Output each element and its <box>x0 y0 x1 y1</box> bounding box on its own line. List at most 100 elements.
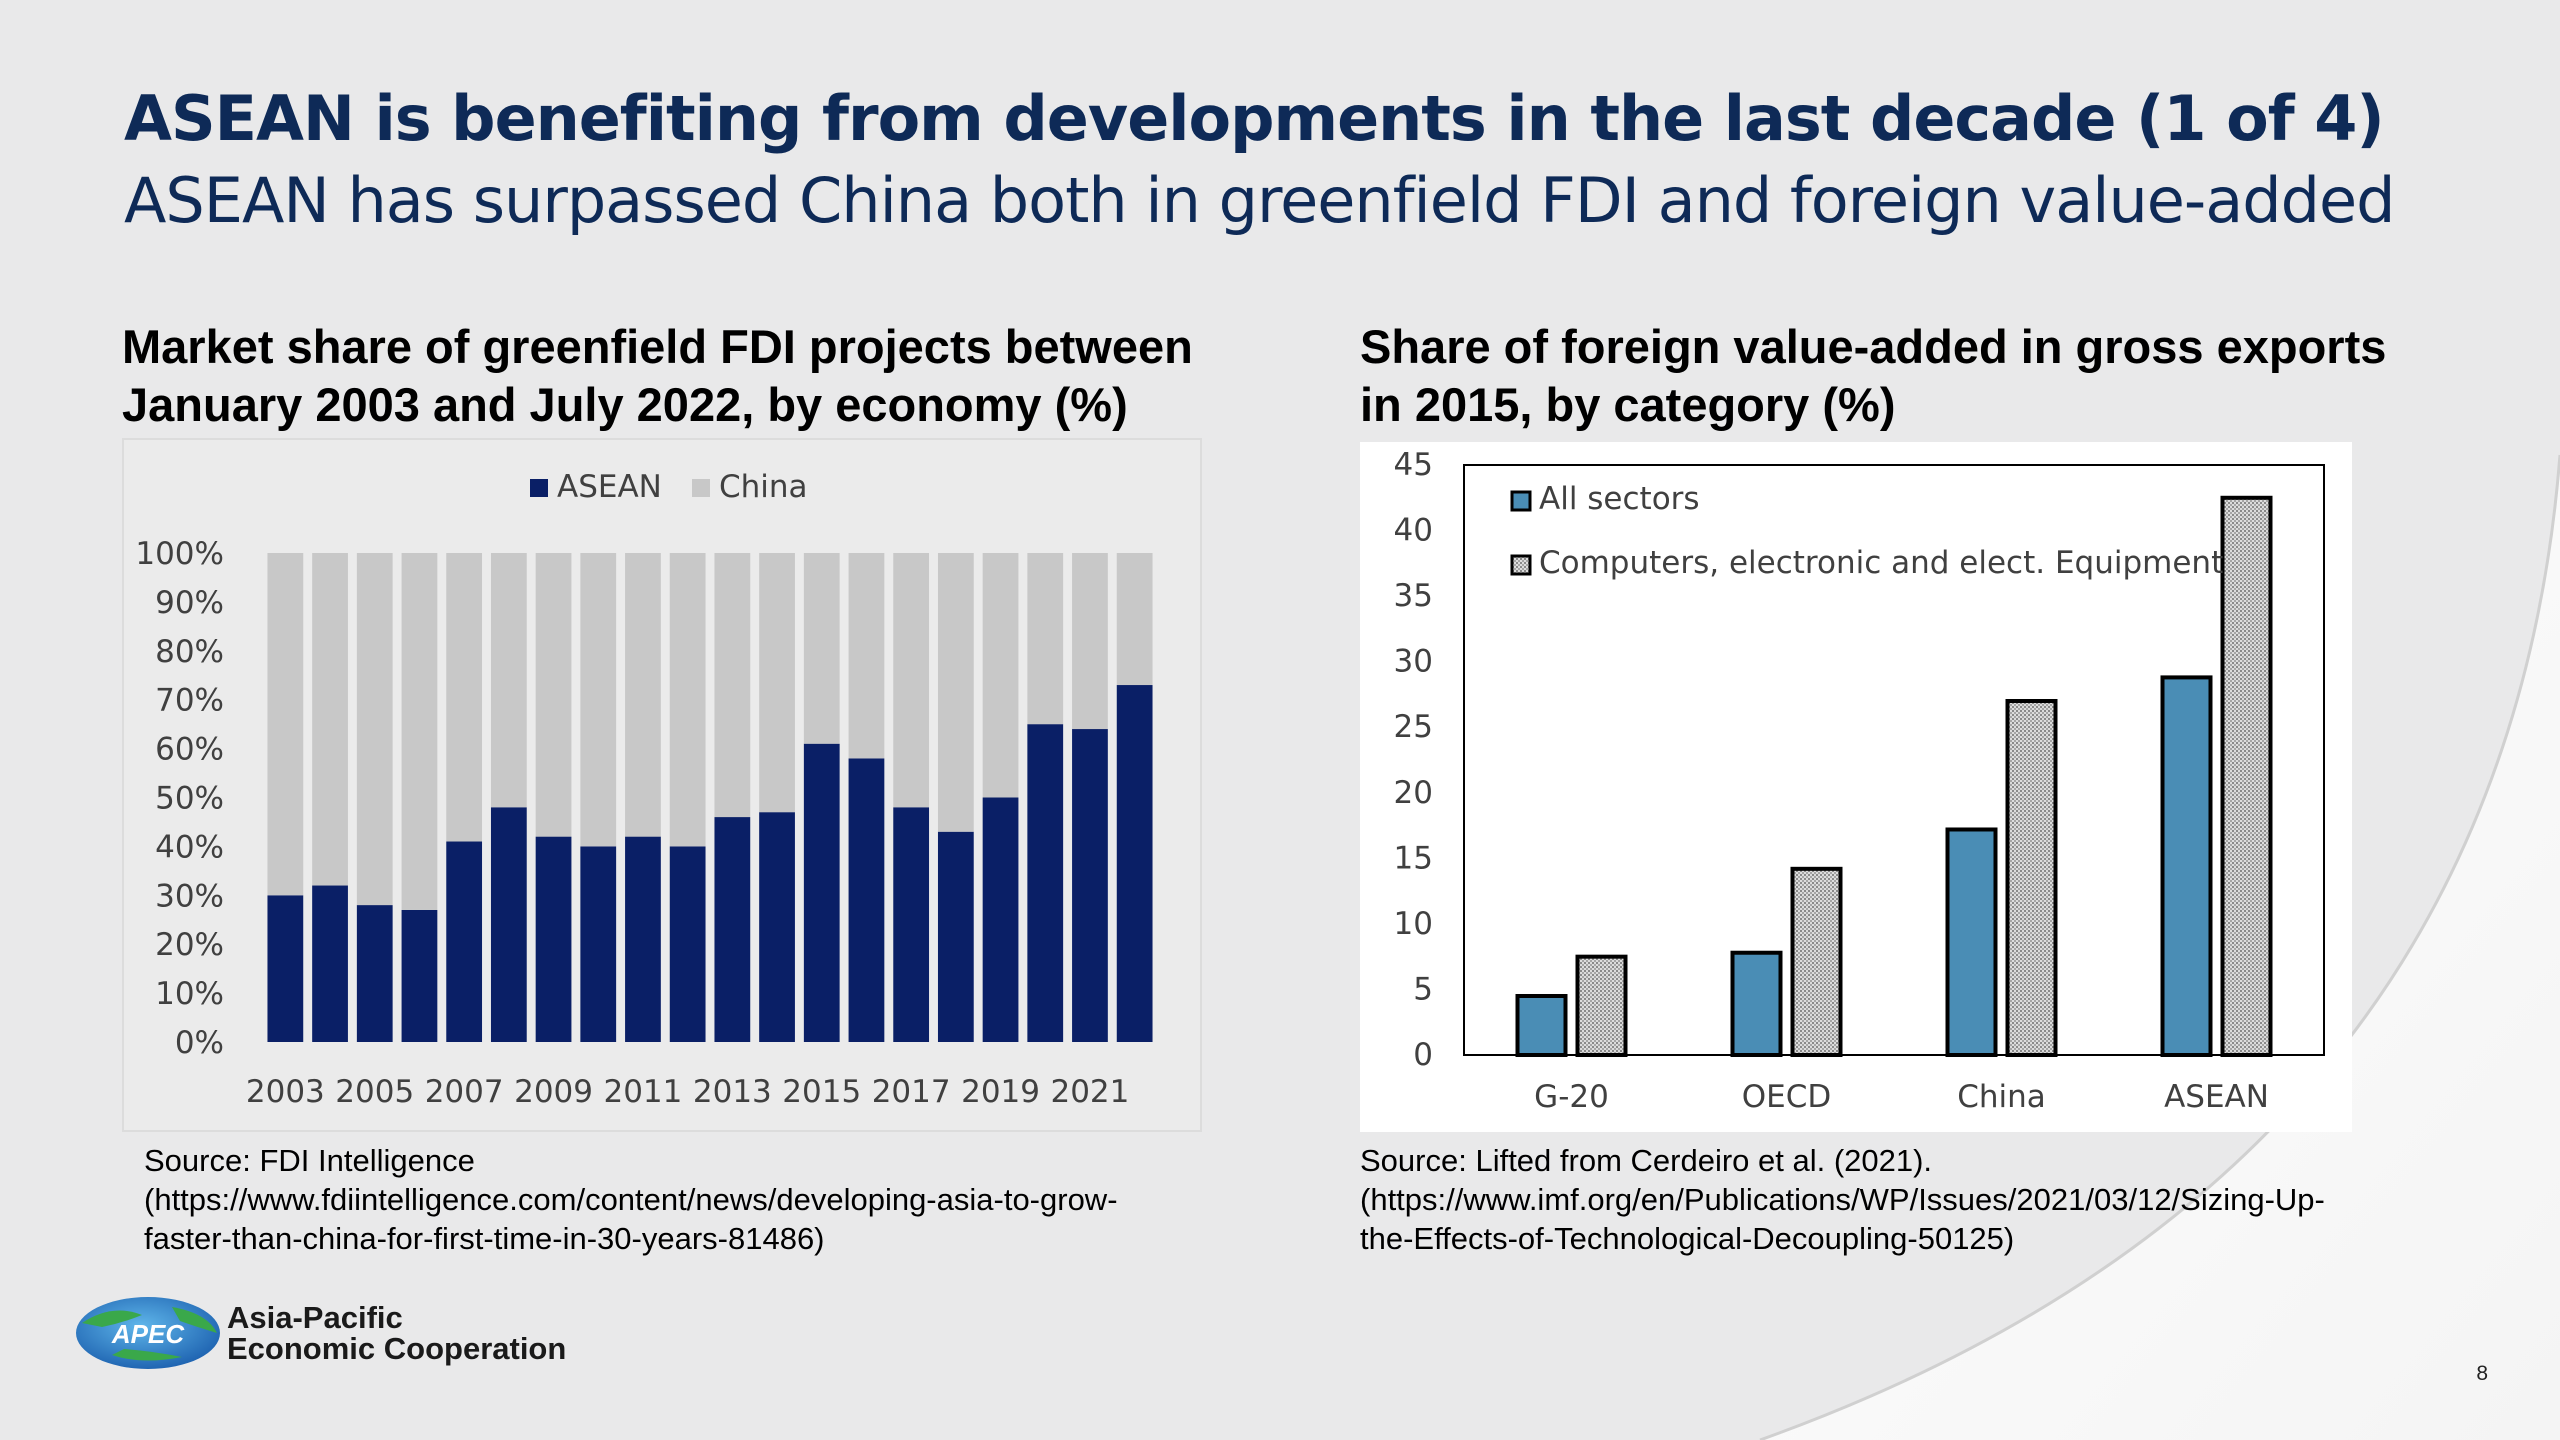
x-tick-label: 2009 <box>514 1074 593 1110</box>
legend-label-computers-electronics: Computers, electronic and elect. Equipme… <box>1539 545 2223 581</box>
right-chart-y-axis: 0 5 10 15 20 25 30 35 40 45 <box>1394 447 1433 1073</box>
legend-label-china: China <box>719 469 808 505</box>
bar-asean-2017 <box>893 807 930 1042</box>
x-tick-label: OECD <box>1742 1079 1832 1115</box>
bar-computers-electronics-oecd <box>1790 866 1843 1058</box>
right-chart-heading-line-2: in 2015, by category (%) <box>1360 378 1896 431</box>
x-tick-label: 2005 <box>335 1074 414 1110</box>
bar-china-2016 <box>848 553 885 759</box>
slide-subtitle: ASEAN has surpassed China both in greenf… <box>124 164 2395 237</box>
bar-china-2010 <box>580 553 617 847</box>
bar-computers-electronics-china <box>2005 699 2058 1057</box>
bar-china-2017 <box>893 553 930 808</box>
right-chart-source: Source: Lifted from Cerdeiro et al. (202… <box>1360 1141 2325 1258</box>
left-source-line-3: faster-than-china-for-first-time-in-30-y… <box>144 1221 825 1256</box>
bar-china-2003 <box>267 553 304 896</box>
left-source-line-1: Source: FDI Intelligence <box>144 1143 475 1178</box>
y-tick-label: 100% <box>135 536 224 572</box>
bar-china-2019 <box>982 553 1019 798</box>
bar-china-2015 <box>803 553 840 744</box>
y-tick-label: 5 <box>1413 971 1433 1007</box>
bar-all-sectors-china <box>1945 827 1998 1057</box>
bar-asean-2006 <box>401 909 438 1042</box>
y-tick-label: 10 <box>1394 906 1433 942</box>
bar-asean-2003 <box>267 895 304 1042</box>
org-name-line-1: Asia-Pacific <box>227 1300 403 1335</box>
bar-china-2007 <box>446 553 483 842</box>
x-tick-label: 2007 <box>425 1074 504 1110</box>
bar-asean-2014 <box>759 812 795 1042</box>
bar-all-sectors-g-20 <box>1515 994 1568 1057</box>
bar-asean-2005 <box>356 905 393 1042</box>
bar-computers-electronics-asean <box>2220 495 2273 1058</box>
bar-china-2012 <box>669 553 706 847</box>
y-tick-label: 20% <box>155 927 224 963</box>
bar-china-2018 <box>937 553 974 832</box>
bar-asean-2008 <box>490 807 527 1042</box>
bar-china-2020 <box>1027 553 1064 725</box>
left-source-line-2: (https://www.fdiintelligence.com/content… <box>144 1182 1118 1217</box>
y-tick-label: 45 <box>1394 447 1433 483</box>
y-tick-label: 0 <box>1413 1037 1433 1073</box>
y-tick-label: 40% <box>155 829 224 865</box>
apec-organization-name: Asia-Pacific Economic Cooperation <box>227 1302 566 1364</box>
bar-all-sectors-oecd <box>1730 950 1783 1058</box>
apec-logo: APEC <box>76 1297 220 1369</box>
bar-all-sectors-asean <box>2160 675 2213 1057</box>
bar-china-2004 <box>312 553 348 886</box>
y-tick-label: 35 <box>1394 578 1433 614</box>
y-tick-label: 70% <box>155 683 224 719</box>
x-tick-label: 2019 <box>961 1074 1040 1110</box>
right-chart-legend: All sectors Computers, electronic and ele… <box>1510 481 2223 581</box>
left-chart-heading: Market share of greenfield FDI projects … <box>122 318 1302 434</box>
y-tick-label: 80% <box>155 634 224 670</box>
x-tick-label: 2017 <box>872 1074 951 1110</box>
x-tick-label: ASEAN <box>2164 1079 2269 1115</box>
y-tick-label: 50% <box>155 781 224 817</box>
page-number: 8 <box>2476 1362 2488 1385</box>
bar-china-2013 <box>714 553 751 818</box>
y-tick-label: 0% <box>175 1025 224 1061</box>
bar-asean-2013 <box>714 817 751 1042</box>
right-chart-heading: Share of foreign value-added in gross ex… <box>1360 318 2540 434</box>
bar-asean-2016 <box>848 758 885 1042</box>
bar-asean-2020 <box>1027 724 1064 1042</box>
left-chart-legend: ASEAN China <box>530 469 808 505</box>
y-tick-label: 60% <box>155 732 224 768</box>
x-tick-label: G-20 <box>1534 1079 1609 1115</box>
bar-asean-2012 <box>669 846 706 1042</box>
right-source-line-2: (https://www.imf.org/en/Publications/WP/… <box>1360 1182 2325 1217</box>
y-tick-label: 30% <box>155 878 224 914</box>
bar-china-2005 <box>356 553 393 906</box>
left-chart-heading-line-1: Market share of greenfield FDI projects … <box>122 320 1193 373</box>
legend-swatch-asean <box>530 479 548 497</box>
right-source-line-3: the-Effects-of-Technological-Decoupling-… <box>1360 1221 2015 1256</box>
left-chart-bars <box>267 553 1153 1042</box>
x-tick-label: 2003 <box>246 1074 325 1110</box>
right-chart-plot-border <box>1463 464 2325 1056</box>
x-tick-label: China <box>1957 1079 2046 1115</box>
apec-logo-text: APEC <box>111 1319 185 1349</box>
x-tick-label: 2013 <box>693 1074 772 1110</box>
bar-china-2014 <box>759 553 795 813</box>
foreign-value-added-chart: 0 5 10 15 20 25 30 35 40 45 G-20 OECD China ASEAN All … <box>1360 442 2352 1132</box>
right-source-line-1: Source: Lifted from Cerdeiro et al. (202… <box>1360 1143 1933 1178</box>
y-tick-label: 15 <box>1394 840 1433 876</box>
bar-asean-2015 <box>803 743 840 1042</box>
x-tick-label: 2021 <box>1050 1074 1129 1110</box>
bar-computers-electronics-g-20 <box>1575 954 1628 1058</box>
legend-swatch-china <box>692 479 710 497</box>
bar-china-2006 <box>401 553 438 910</box>
left-chart-heading-line-2: January 2003 and July 2022, by economy (… <box>122 378 1128 431</box>
bar-asean-2011 <box>625 836 661 1042</box>
y-tick-label: 30 <box>1394 644 1433 680</box>
left-chart-y-axis: 0% 10% 20% 30% 40% 50% 60% 70% 80% 90% 100% <box>135 536 224 1061</box>
right-chart-x-axis: G-20 OECD China ASEAN <box>1534 1079 2269 1115</box>
left-chart-x-axis: 2003 2005 2007 2009 2011 2013 2015 2017 2019 2021 <box>246 1074 1130 1110</box>
right-chart-heading-line-1: Share of foreign value-added in gross ex… <box>1360 320 2387 373</box>
legend-label-asean: ASEAN <box>557 469 662 505</box>
org-name-line-2: Economic Cooperation <box>227 1331 567 1366</box>
bar-china-2009 <box>535 553 572 837</box>
bar-asean-2022 <box>1116 685 1153 1042</box>
fdi-market-share-chart: 0%10%20%30%40%50%60%70%80%90%100%2003 200… <box>122 438 1202 1132</box>
